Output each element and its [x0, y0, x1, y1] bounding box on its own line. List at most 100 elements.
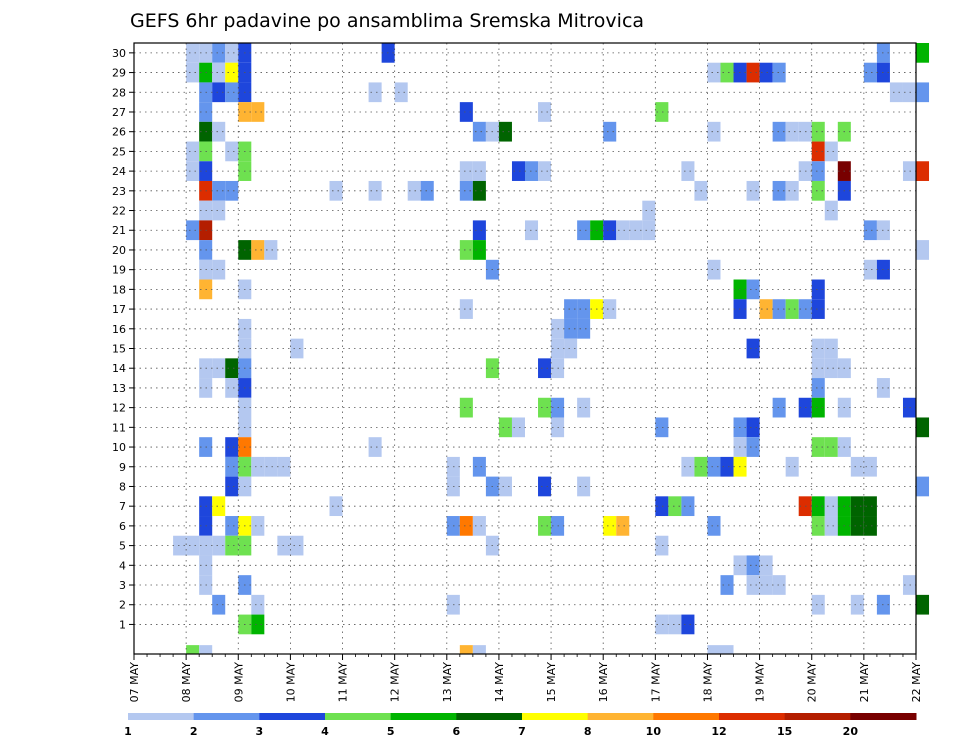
heatmap-cell	[538, 102, 552, 122]
legend-label: 12	[711, 725, 726, 738]
heatmap-cell	[811, 161, 825, 181]
heatmap-cell	[577, 220, 591, 241]
heatmap-cell	[525, 161, 539, 181]
heatmap-cell	[746, 338, 760, 359]
x-tick-label: 13 MAY	[441, 662, 454, 703]
heatmap-cell	[759, 555, 773, 576]
heatmap-cell	[603, 121, 617, 142]
legend-swatch	[784, 713, 851, 720]
legend-swatch	[719, 713, 786, 720]
heatmap-cell	[655, 102, 669, 122]
heatmap-cell	[186, 220, 200, 241]
heatmap-cell	[329, 180, 343, 201]
heatmap-cell	[459, 102, 473, 122]
heatmap-cell	[212, 358, 226, 379]
heatmap-cell	[902, 397, 916, 418]
y-tick-label: 14	[112, 362, 126, 375]
heatmap-cell	[212, 180, 226, 201]
heatmap-cell	[212, 259, 226, 280]
heatmap-cell	[538, 516, 552, 536]
heatmap-cell	[889, 82, 903, 103]
heatmap-cell	[772, 299, 786, 319]
legend-label: 6	[453, 725, 461, 738]
y-tick-label: 5	[119, 540, 126, 553]
heatmap-cell	[472, 180, 486, 201]
grid-lines	[134, 43, 916, 654]
heatmap-cell	[420, 180, 434, 201]
x-tick-label: 20 MAY	[806, 662, 819, 703]
heatmap-cell	[199, 645, 213, 654]
heatmap-cell	[824, 516, 838, 536]
heatmap-cell	[916, 82, 930, 103]
y-tick-label: 28	[112, 86, 126, 99]
heatmap-cell	[746, 417, 760, 438]
heatmap-cell	[394, 82, 408, 103]
heatmap-cell	[472, 161, 486, 181]
heatmap-cell	[538, 476, 552, 497]
heatmap-cell	[707, 259, 721, 280]
heatmap-cell	[368, 180, 382, 201]
heatmap-cell	[186, 161, 200, 181]
heatmap-cell	[772, 180, 786, 201]
legend-label: 4	[321, 725, 329, 738]
heatmap-cell	[173, 535, 187, 556]
heatmap-cell	[746, 575, 760, 595]
heatmap-cell	[251, 594, 265, 615]
heatmap-cell	[212, 121, 226, 142]
y-axis: 1234567891011121314151617181920212223242…	[112, 47, 134, 631]
heatmap-cell	[290, 338, 304, 359]
heatmap-cell	[212, 62, 226, 83]
heatmap-cell	[811, 299, 825, 319]
legend-label: 2	[190, 725, 198, 738]
y-tick-label: 27	[112, 106, 126, 119]
x-tick-label: 12 MAY	[389, 662, 402, 703]
heatmap-cell	[459, 516, 473, 536]
y-tick-label: 24	[112, 165, 126, 178]
legend-swatch	[193, 713, 260, 720]
y-tick-label: 11	[112, 421, 126, 434]
heatmap-cell	[668, 614, 682, 635]
heatmap-cell	[707, 516, 721, 536]
heatmap-cell	[824, 141, 838, 162]
x-axis: 07 MAY 08 MAY 09 MAY 10 MAY 11 MAY 12 MAY 13 M…	[128, 654, 923, 702]
heatmap-cell	[212, 535, 226, 556]
heatmap-cell	[720, 575, 734, 595]
heatmap-cell	[616, 220, 630, 241]
heatmap-cell	[511, 161, 525, 181]
heatmap-cell	[863, 259, 877, 280]
x-tick-label: 15 MAY	[545, 662, 558, 703]
heatmap-cell	[902, 82, 916, 103]
heatmap-cell	[811, 397, 825, 418]
y-tick-label: 7	[119, 500, 126, 513]
heatmap-cell	[772, 575, 786, 595]
heatmap-cell	[616, 516, 630, 536]
heatmap-cell	[251, 102, 265, 122]
heatmap-cell	[225, 456, 239, 477]
heatmap-cell	[498, 417, 512, 438]
heatmap-cell	[681, 161, 695, 181]
heatmap-cell	[290, 535, 304, 556]
heatmap-cell	[368, 437, 382, 457]
chart-title: GEFS 6hr padavine po ansamblima Sremska …	[130, 10, 644, 32]
y-tick-label: 13	[112, 382, 126, 395]
legend-swatch	[653, 713, 720, 720]
heatmap-cell	[720, 456, 734, 477]
heatmap-cell	[824, 338, 838, 359]
heatmap-cell	[811, 378, 825, 398]
heatmap-cell	[459, 180, 473, 201]
legend-label: 10	[646, 725, 662, 738]
heatmap-cell	[459, 299, 473, 319]
legend-label: 1	[124, 725, 132, 738]
heatmap-cell	[902, 161, 916, 181]
heatmap-cell	[225, 358, 239, 379]
heatmap-cell	[811, 279, 825, 300]
heatmap-cell	[577, 299, 591, 319]
heatmap-cell	[225, 180, 239, 201]
heatmap-cell	[707, 456, 721, 477]
heatmap-cell	[811, 358, 825, 379]
heatmap-cell	[264, 456, 278, 477]
heatmap-cell	[225, 535, 239, 556]
heatmap-cell	[759, 62, 773, 83]
heatmap-cell	[811, 121, 825, 142]
heatmap-cell	[212, 82, 226, 103]
